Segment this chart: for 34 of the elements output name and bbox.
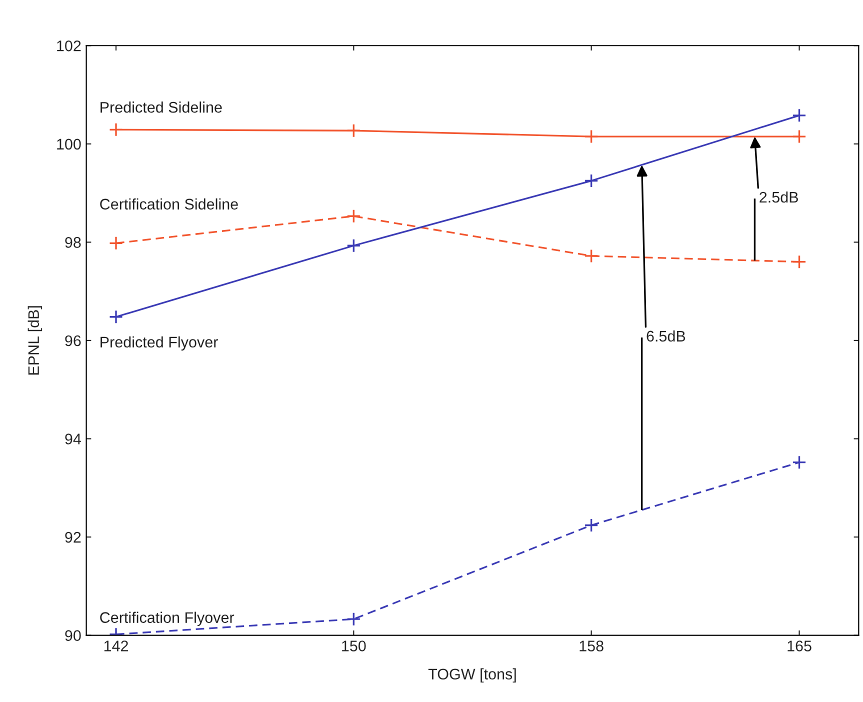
y-tick-label: 90 bbox=[65, 630, 81, 641]
point bbox=[346, 124, 361, 138]
point bbox=[346, 209, 361, 224]
annotation: 2.5dB bbox=[760, 191, 798, 203]
x-tick-label: 158 bbox=[580, 640, 604, 652]
x-tick-label: 150 bbox=[342, 640, 366, 652]
annotation: 6.5dB bbox=[646, 330, 686, 342]
x-tick-label: 165 bbox=[788, 640, 812, 652]
point bbox=[108, 122, 124, 137]
y-tick-label: 96 bbox=[65, 335, 81, 346]
series-label: Predicted Sideline bbox=[100, 102, 222, 113]
point bbox=[584, 174, 598, 188]
point bbox=[584, 248, 598, 264]
x-axis-title: TOGW [tons] bbox=[428, 668, 516, 683]
y-tick-label: 92 bbox=[65, 532, 81, 543]
point bbox=[792, 129, 806, 144]
y-axis-title: EPNL [dB] bbox=[28, 306, 42, 375]
point bbox=[108, 236, 124, 250]
point bbox=[792, 108, 806, 122]
point bbox=[346, 238, 361, 253]
y-tick-label: 102 bbox=[57, 40, 81, 52]
y-tick-label: 100 bbox=[57, 138, 81, 150]
point bbox=[346, 612, 361, 626]
y-tick-label: 98 bbox=[65, 237, 81, 248]
point bbox=[792, 455, 806, 470]
y-tick-label: 94 bbox=[65, 434, 81, 444]
series-label: Certification Flyover bbox=[100, 612, 234, 626]
point bbox=[792, 254, 806, 269]
point bbox=[108, 310, 124, 324]
point bbox=[584, 518, 598, 532]
series-label: Predicted Flyover bbox=[100, 336, 218, 351]
series-label: Certification Sideline bbox=[100, 198, 238, 210]
point bbox=[584, 129, 598, 144]
x-tick-label: 142 bbox=[104, 640, 128, 652]
